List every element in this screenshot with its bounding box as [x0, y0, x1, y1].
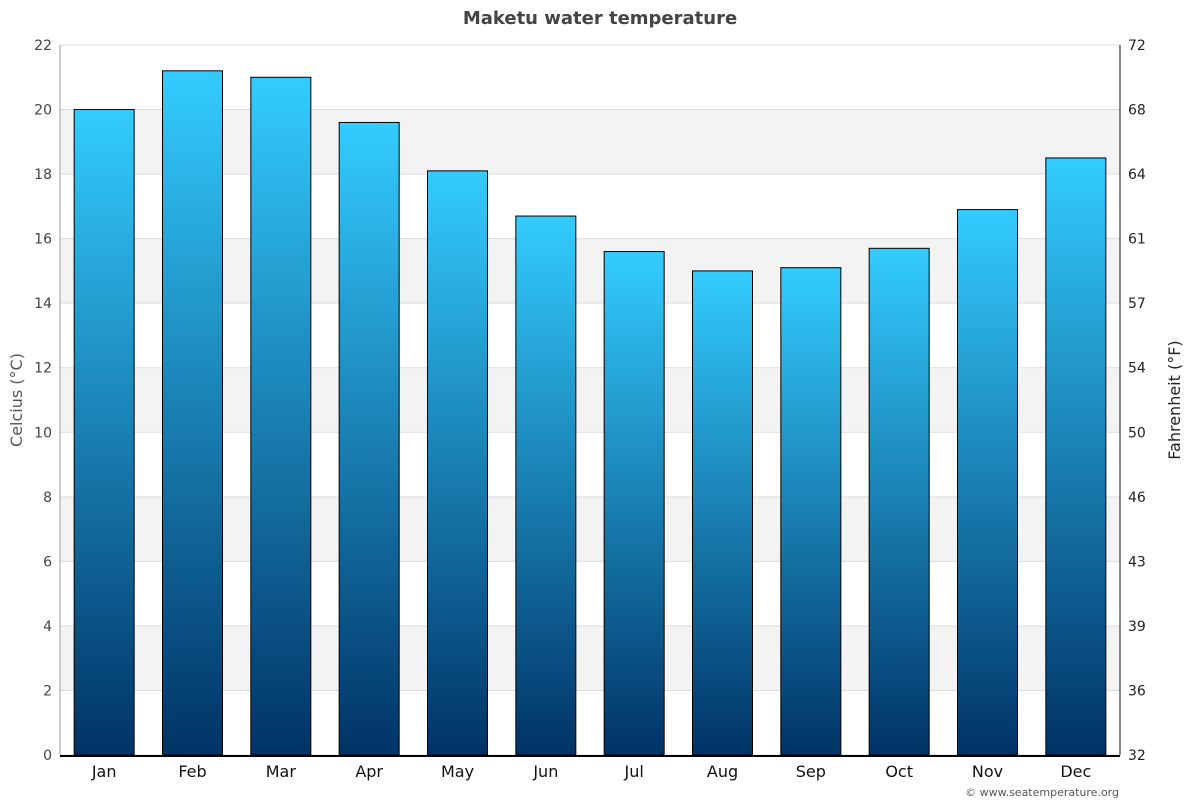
x-tick-label: Feb — [178, 762, 206, 781]
grid-band — [60, 625, 1120, 691]
bar-dec — [1045, 157, 1107, 756]
bar-apr — [338, 121, 400, 756]
y-tick-label-left: 10 — [34, 425, 52, 441]
x-tick-label: Jan — [91, 762, 117, 781]
y-tick-label-left: 16 — [34, 232, 52, 248]
grid-band — [60, 238, 1120, 304]
bar-jun — [515, 215, 577, 756]
x-tick-label: Jun — [532, 762, 558, 781]
y-axis-label-left: Celcius (°C) — [7, 353, 26, 447]
y-tick-label-left: 20 — [34, 103, 52, 119]
bar-jul — [603, 251, 665, 756]
y-tick-label-left: 8 — [43, 490, 52, 506]
y-tick-label-right: 50 — [1128, 425, 1146, 441]
x-tick-label: Aug — [707, 762, 738, 781]
y-tick-label-right: 43 — [1128, 554, 1146, 570]
y-tick-label-right: 54 — [1128, 361, 1146, 377]
y-tick-label-right: 64 — [1128, 167, 1146, 183]
chart-title: Maketu water temperature — [463, 8, 737, 29]
x-tick-label: Apr — [355, 762, 383, 781]
x-tick-label: Mar — [266, 762, 297, 781]
bar-jan — [73, 109, 135, 756]
x-tick-label: Oct — [885, 762, 913, 781]
y-tick-label-left: 0 — [43, 748, 52, 764]
bar-nov — [957, 209, 1018, 756]
bar-aug — [692, 270, 753, 756]
x-tick-label: May — [441, 762, 474, 781]
x-tick-label: Sep — [796, 762, 826, 781]
y-tick-label-right: 72 — [1128, 38, 1146, 54]
x-tick-label: Dec — [1060, 762, 1091, 781]
bar-mar — [250, 76, 312, 756]
bar-oct — [868, 247, 930, 756]
y-tick-label-left: 14 — [34, 296, 52, 312]
y-tick-label-right: 46 — [1128, 490, 1146, 506]
y-tick-label-left: 4 — [43, 619, 52, 635]
y-tick-label-right: 32 — [1128, 748, 1146, 764]
grid-band — [60, 109, 1120, 175]
y-tick-label-right: 68 — [1128, 103, 1146, 119]
y-tick-label-right: 57 — [1128, 296, 1146, 312]
y-tick-label-right: 36 — [1128, 683, 1146, 699]
x-tick-label: Nov — [972, 762, 1003, 781]
y-tick-label-left: 6 — [43, 554, 52, 570]
credit-link[interactable]: © www.seatemperature.org — [965, 786, 1119, 799]
y-tick-label-left: 18 — [34, 167, 52, 183]
bar-sep — [780, 267, 842, 756]
bar-may — [427, 170, 488, 756]
y-tick-label-right: 39 — [1128, 619, 1146, 635]
y-tick-label-left: 2 — [43, 683, 52, 699]
y-tick-label-left: 12 — [34, 361, 52, 377]
y-tick-label-left: 22 — [34, 38, 52, 54]
bar-feb — [162, 70, 223, 756]
y-tick-label-right: 61 — [1128, 232, 1146, 248]
y-axis-label-right: Fahrenheit (°F) — [1165, 340, 1184, 459]
x-tick-label: Jul — [624, 762, 644, 781]
grid-band — [60, 496, 1120, 562]
grid-band — [60, 367, 1120, 433]
